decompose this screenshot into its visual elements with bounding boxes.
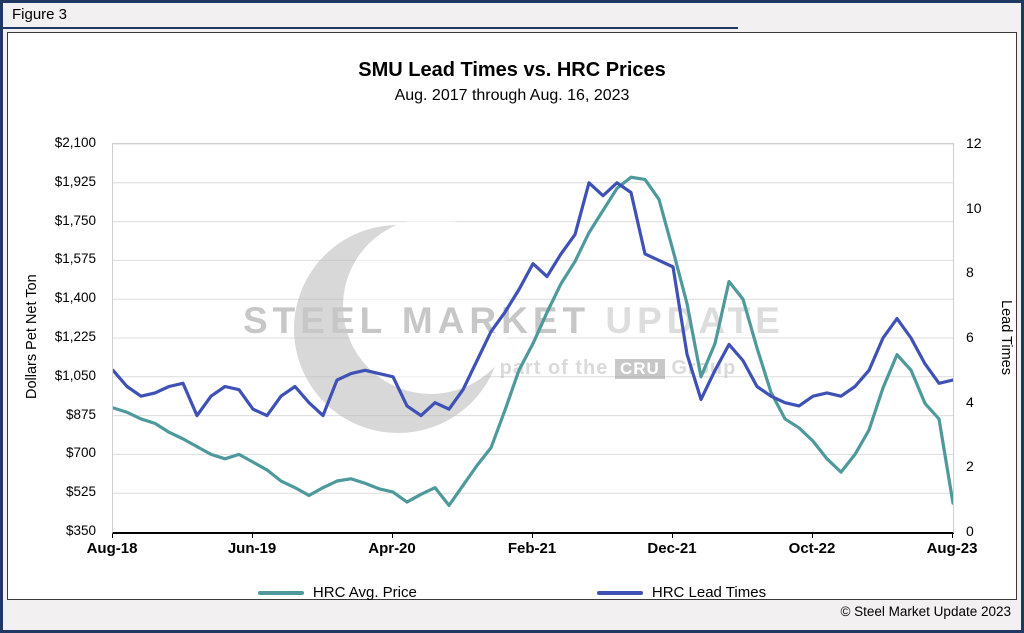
x-tick-label: Aug-23 xyxy=(926,540,978,557)
legend-label: HRC Lead Times xyxy=(651,584,767,601)
x-tick-label: Dec-21 xyxy=(647,540,697,557)
x-tick-label: Jun-19 xyxy=(227,540,277,557)
x-tick-label: Aug-18 xyxy=(86,540,138,557)
y-left-tick-label: $875 xyxy=(65,406,96,422)
x-tick-label: Oct-22 xyxy=(788,540,836,557)
y-left-tick-label: $1,050 xyxy=(54,367,96,383)
x-tick-mark xyxy=(531,534,533,538)
x-tick-labels: Aug-18 Jun-19 Apr-20 Feb-21 Dec-21 Oct-22 Aug-… xyxy=(87,534,977,560)
y-left-tick-label: $1,925 xyxy=(54,173,96,189)
legend: HRC Avg. Price HRC Lead Times xyxy=(8,584,1016,601)
y-right-tick-label: 4 xyxy=(966,393,974,410)
legend-line-sample xyxy=(596,590,643,595)
y-left-tick-label: $1,750 xyxy=(54,212,96,228)
chart-card: SMU Lead Times vs. HRC Prices Aug. 2017 … xyxy=(7,32,1017,601)
y-right-tick-label: 12 xyxy=(966,135,982,151)
y-left-tick-label: $1,575 xyxy=(54,251,96,267)
series-line-hrc-avg-price xyxy=(113,175,953,507)
plot-area: STEEL MARKET UPDATE part of the CRU Grou… xyxy=(112,143,954,534)
y-right-tick-label: 6 xyxy=(966,329,974,345)
x-tick-label: Feb-21 xyxy=(507,540,557,557)
gridlines-layer xyxy=(113,144,953,494)
x-tick-mark xyxy=(251,534,253,538)
x-tick-label: Apr-20 xyxy=(368,540,416,557)
y-right-tick-label: 8 xyxy=(966,264,974,281)
x-tick-mark xyxy=(111,534,113,538)
y-right-axis-title: Lead Times xyxy=(998,299,1014,375)
y-right-tick-label: 2 xyxy=(966,458,974,475)
y-left-tick-label: $350 xyxy=(65,523,96,538)
x-tick-mark xyxy=(671,534,673,538)
y-right-tick-labels: 0 2 4 6 8 10 12 xyxy=(960,135,1004,539)
y-left-tick-label: $525 xyxy=(65,484,96,500)
series-line-hrc-lead-times xyxy=(113,181,953,418)
legend-item: HRC Lead Times xyxy=(596,584,767,601)
chart-subtitle: Aug. 2017 through Aug. 16, 2023 xyxy=(394,87,630,104)
y-left-tick-labels: $350 $525 $700 $875 $1,050 $1,225 $1,400 $1,575… xyxy=(8,135,104,538)
y-left-tick-label: $1,225 xyxy=(54,329,96,344)
chart-title: SMU Lead Times vs. HRC Prices xyxy=(358,59,666,81)
y-right-tick-label: 0 xyxy=(966,523,974,539)
x-tick-mark xyxy=(951,534,953,538)
legend-item: HRC Avg. Price xyxy=(257,584,417,601)
figure-label: Figure 3 xyxy=(12,6,68,23)
y-left-tick-label: $700 xyxy=(65,445,96,461)
x-tick-mark xyxy=(811,534,813,538)
legend-line-sample xyxy=(257,590,304,595)
series-lines-layer xyxy=(113,175,953,507)
y-right-tick-label: 10 xyxy=(966,199,982,216)
y-left-tick-label: $1,400 xyxy=(54,290,96,306)
figure-rule-line xyxy=(3,27,738,29)
y-left-tick-label: $2,100 xyxy=(54,135,96,150)
copyright: © Steel Market Update 2023 xyxy=(840,604,1011,619)
x-tick-mark xyxy=(391,534,393,538)
legend-label: HRC Avg. Price xyxy=(312,584,417,601)
